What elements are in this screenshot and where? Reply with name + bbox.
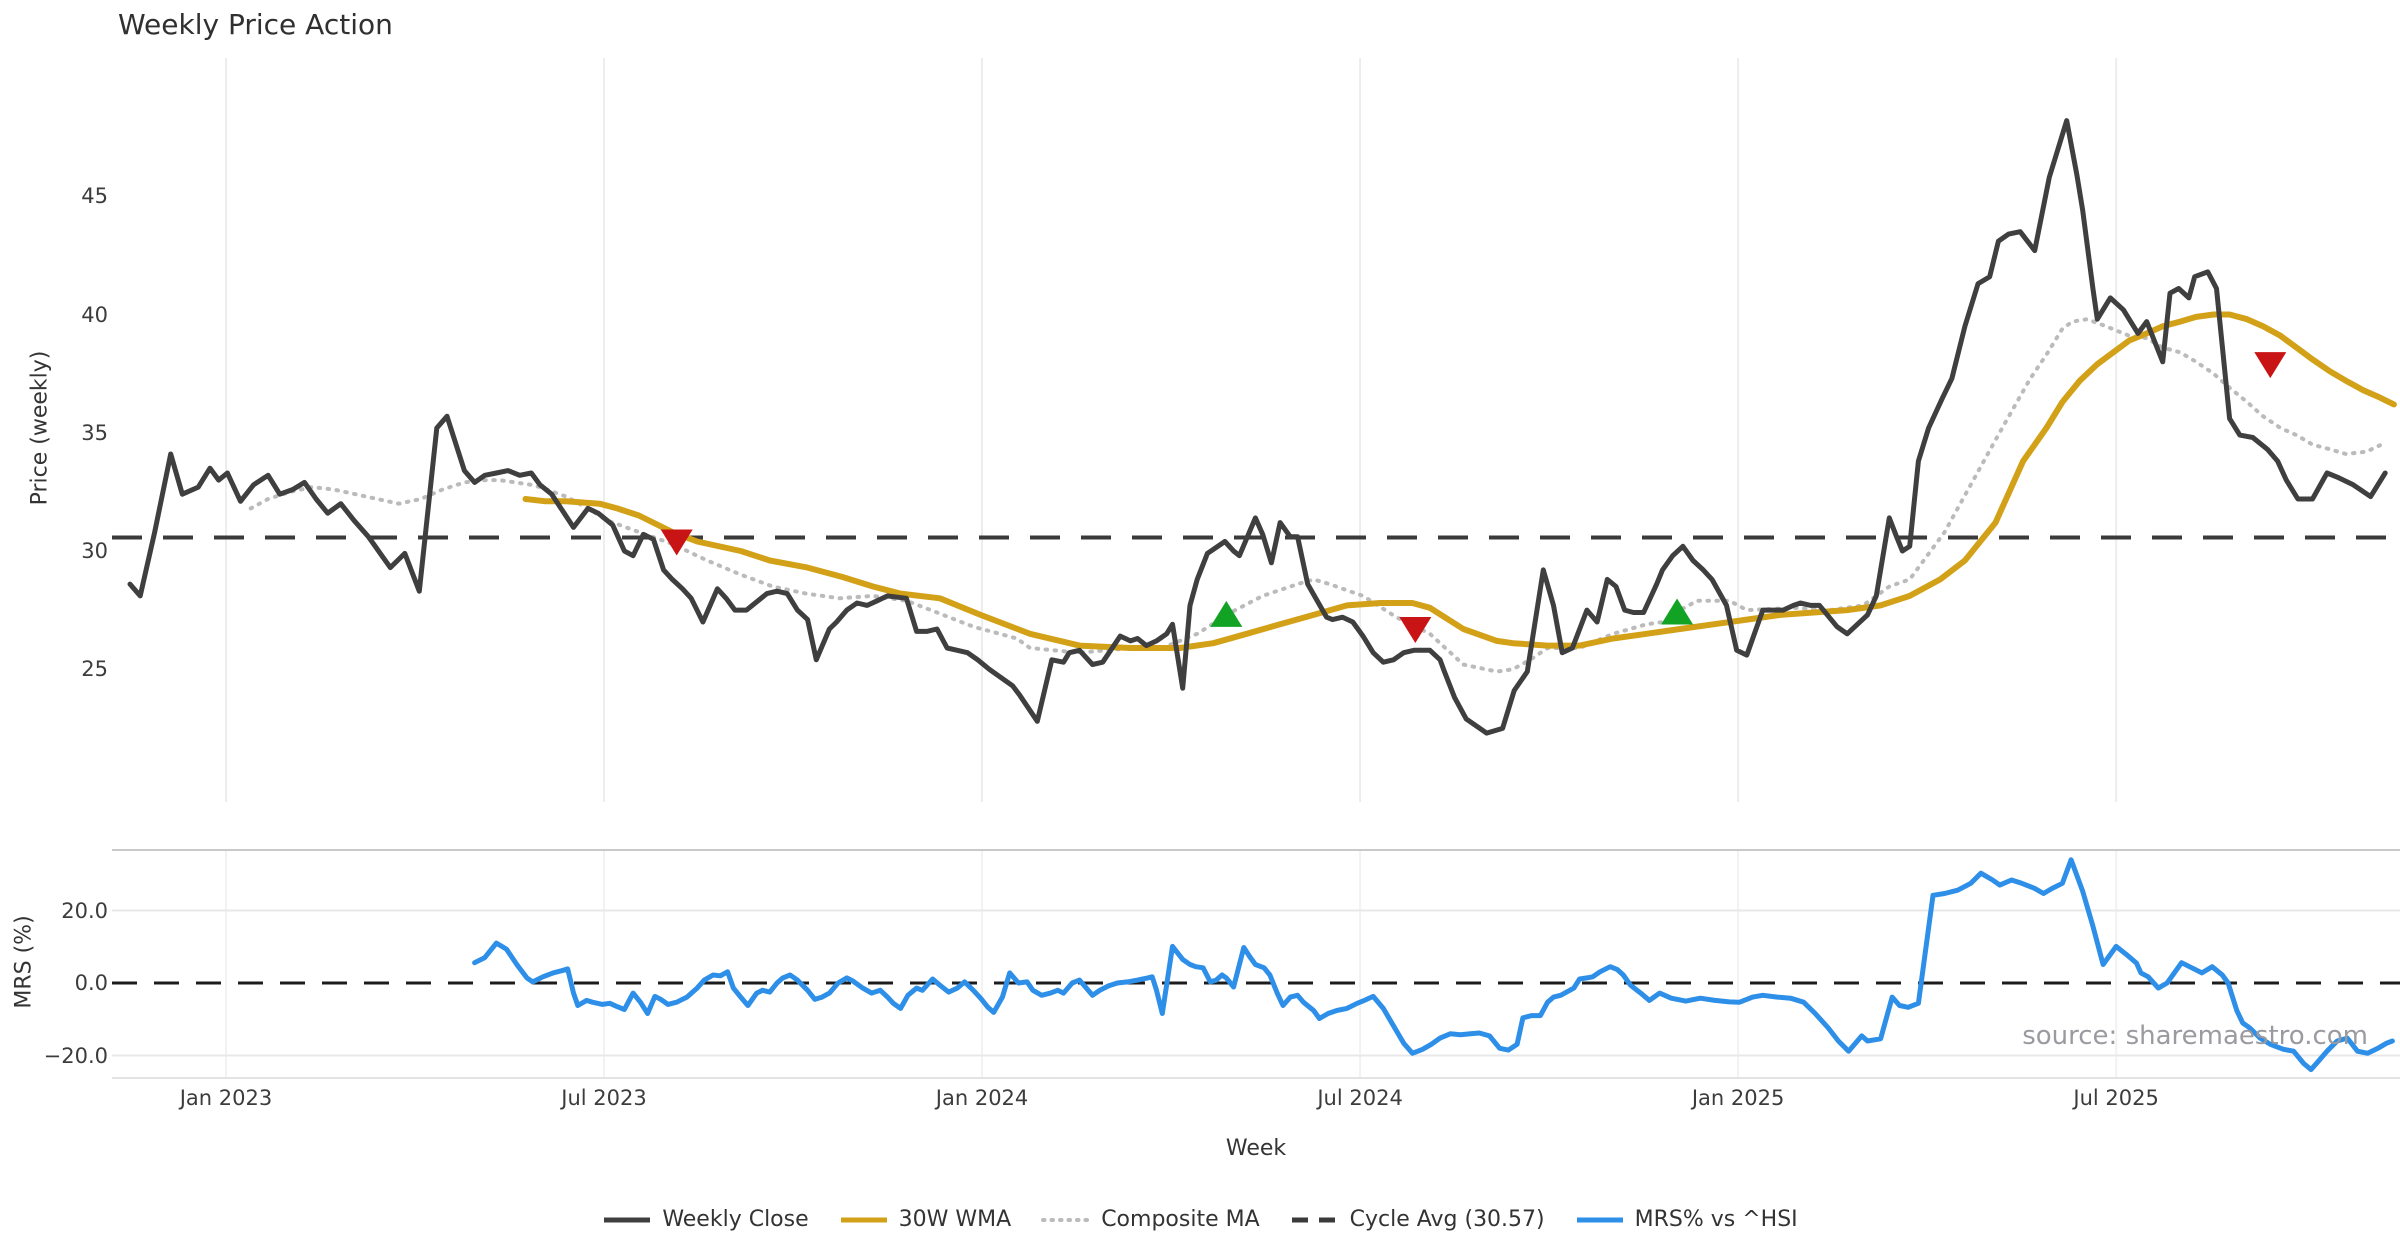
legend-label: Weekly Close xyxy=(662,1207,809,1232)
legend-item-weekly-close: Weekly Close xyxy=(602,1207,809,1232)
source-watermark: source: sharemaestro.com xyxy=(2022,1021,2368,1051)
price-tick-40: 40 xyxy=(81,302,108,327)
price-tick-30: 30 xyxy=(81,539,108,563)
mrs-tick-−20.0: −20.0 xyxy=(43,1043,108,1068)
price-tick-45: 45 xyxy=(81,184,108,209)
legend-label: Cycle Avg (30.57) xyxy=(1349,1207,1545,1232)
composite-ma-line xyxy=(248,317,2389,674)
price-tick-25: 25 xyxy=(81,657,108,682)
x-axis-label: Week xyxy=(1225,1136,1287,1161)
mrs-tick-0.0: 0.0 xyxy=(74,971,108,995)
wma-line xyxy=(522,311,2397,651)
legend-swatch-solid-icon xyxy=(604,1217,651,1222)
legend: Weekly Close 30W WMA Composite MA Cycle Avg… xyxy=(0,1207,2400,1232)
legend-swatch-dotted-icon xyxy=(1041,1217,1092,1222)
legend-swatch-solid-icon xyxy=(1576,1217,1623,1222)
legend-label: Composite MA xyxy=(1101,1207,1260,1232)
x-tick-jan-2024: Jan 2024 xyxy=(935,1086,1029,1110)
buy-signal-marker xyxy=(1210,600,1243,627)
x-tick-jan-2025: Jan 2025 xyxy=(1691,1086,1785,1110)
page-title: Weekly Price Action xyxy=(118,8,393,41)
x-tick-jul-2024: Jul 2024 xyxy=(1317,1086,1403,1110)
legend-item-composite-ma: Composite MA xyxy=(1041,1207,1260,1232)
legend-swatch-solid-icon xyxy=(840,1217,887,1222)
legend-label: MRS% vs ^HSI xyxy=(1634,1207,1798,1232)
legend-item-mrs-vs-hsi: MRS% vs ^HSI xyxy=(1575,1207,1798,1232)
buy-signal-marker xyxy=(1661,598,1694,625)
legend-swatch-dashed-icon xyxy=(1291,1217,1338,1222)
x-tick-jul-2023: Jul 2023 xyxy=(561,1086,647,1110)
x-tick-jan-2023: Jan 2023 xyxy=(179,1086,273,1110)
sell-signal-marker xyxy=(660,529,693,556)
sell-signal-marker xyxy=(1399,617,1432,644)
legend-label: 30W WMA xyxy=(898,1207,1012,1232)
sell-signal-marker xyxy=(2254,352,2287,379)
mrs-line xyxy=(472,857,2395,1073)
mrs-tick-20.0: 20.0 xyxy=(61,898,108,923)
x-tick-jul-2025: Jul 2025 xyxy=(2073,1086,2159,1110)
legend-item-30w-wma: 30W WMA xyxy=(839,1207,1012,1232)
weekly-close-line xyxy=(127,118,2388,736)
legend-item-cycle-avg-30-57-: Cycle Avg (30.57) xyxy=(1290,1207,1545,1232)
price-tick-35: 35 xyxy=(81,420,108,445)
